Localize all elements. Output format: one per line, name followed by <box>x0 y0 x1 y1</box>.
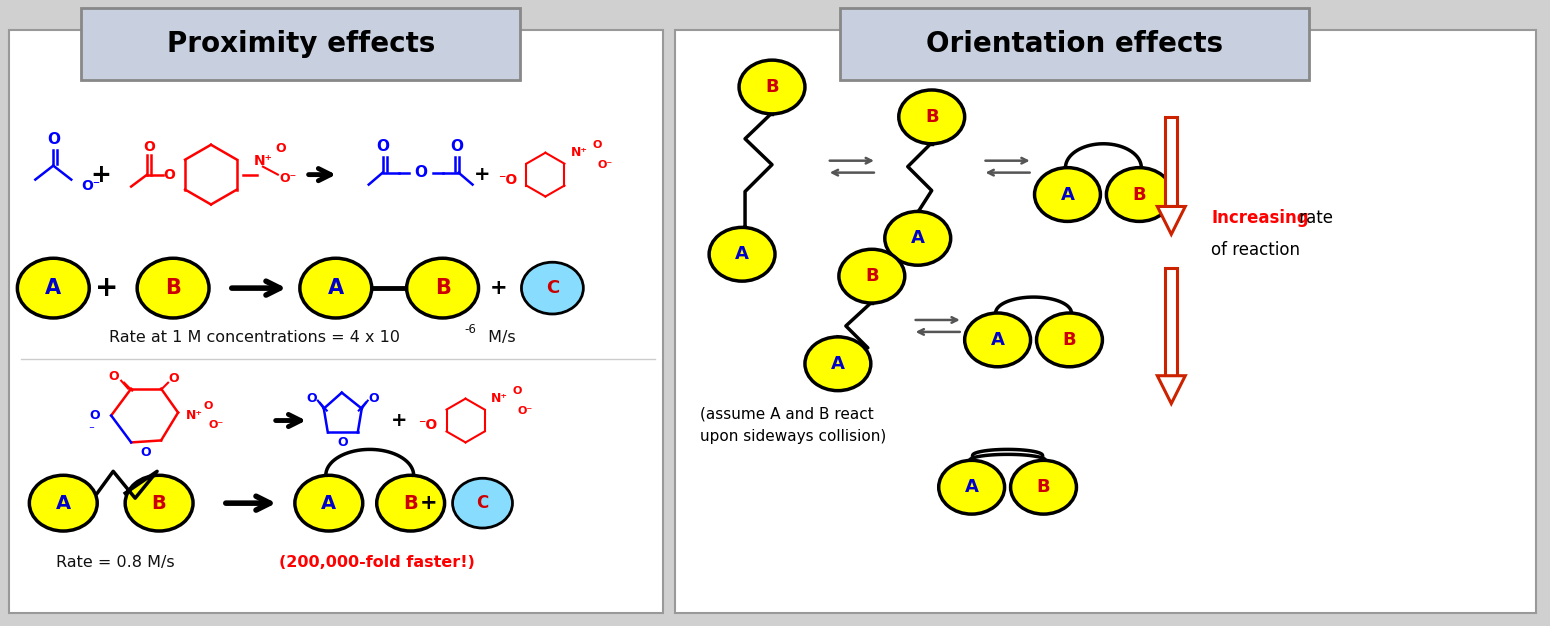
Ellipse shape <box>964 313 1031 367</box>
Text: O: O <box>276 142 287 155</box>
Ellipse shape <box>406 259 479 318</box>
Text: ⁻O: ⁻O <box>498 173 518 187</box>
Ellipse shape <box>1037 313 1102 367</box>
Text: B: B <box>1063 331 1076 349</box>
Ellipse shape <box>739 60 804 114</box>
Text: O⁻: O⁻ <box>81 178 101 193</box>
Ellipse shape <box>939 460 1004 514</box>
Bar <box>1166 117 1178 207</box>
Text: Rate = 0.8 M/s: Rate = 0.8 M/s <box>56 555 180 570</box>
Text: B: B <box>925 108 939 126</box>
Text: O: O <box>88 409 99 422</box>
Text: B: B <box>865 267 879 285</box>
Ellipse shape <box>885 212 950 265</box>
Ellipse shape <box>839 249 905 303</box>
Ellipse shape <box>1107 168 1172 222</box>
Text: Rate at 1 M concentrations = 4 x 10: Rate at 1 M concentrations = 4 x 10 <box>109 331 400 346</box>
Text: +: + <box>490 278 507 298</box>
Text: +: + <box>91 163 112 187</box>
Polygon shape <box>1158 376 1186 404</box>
Ellipse shape <box>126 475 194 531</box>
Text: O: O <box>449 139 463 154</box>
Text: M/s: M/s <box>482 331 515 346</box>
Text: N⁺: N⁺ <box>491 392 508 405</box>
Ellipse shape <box>17 259 90 318</box>
Text: ⁻O: ⁻O <box>418 419 437 433</box>
Text: C: C <box>476 494 488 512</box>
Text: O: O <box>513 386 522 396</box>
Text: Orientation effects: Orientation effects <box>925 30 1223 58</box>
Text: Proximity effects: Proximity effects <box>167 30 436 58</box>
FancyBboxPatch shape <box>840 8 1310 80</box>
Text: O: O <box>592 140 601 150</box>
FancyBboxPatch shape <box>81 8 521 80</box>
FancyBboxPatch shape <box>676 30 1536 613</box>
Ellipse shape <box>1034 168 1100 222</box>
Ellipse shape <box>899 90 964 144</box>
Text: rate: rate <box>1294 210 1333 227</box>
Ellipse shape <box>708 227 775 281</box>
Text: +: + <box>391 411 408 430</box>
Text: O: O <box>141 446 152 459</box>
Text: +: + <box>95 274 118 302</box>
Text: A: A <box>990 331 1004 349</box>
Text: O: O <box>203 401 212 411</box>
Text: O⁻: O⁻ <box>518 406 533 416</box>
Text: A: A <box>45 278 62 298</box>
Text: O⁻: O⁻ <box>279 172 296 185</box>
Text: O: O <box>143 140 155 154</box>
Ellipse shape <box>1011 460 1076 514</box>
Text: O: O <box>169 372 180 385</box>
Text: A: A <box>321 494 336 513</box>
Text: A: A <box>831 355 845 372</box>
Text: A: A <box>327 278 344 298</box>
Text: O⁻: O⁻ <box>597 160 612 170</box>
Ellipse shape <box>377 475 445 531</box>
Text: A: A <box>911 229 925 247</box>
Text: B: B <box>152 494 166 513</box>
Text: C: C <box>546 279 560 297</box>
Text: ⁻: ⁻ <box>88 426 95 436</box>
Bar <box>1166 268 1178 376</box>
Text: B: B <box>1037 478 1051 496</box>
Text: O: O <box>338 436 349 449</box>
Text: A: A <box>735 245 749 264</box>
Ellipse shape <box>521 262 583 314</box>
Text: Increasing: Increasing <box>1211 210 1308 227</box>
FancyBboxPatch shape <box>9 30 663 613</box>
Text: +: + <box>420 493 437 513</box>
Ellipse shape <box>29 475 98 531</box>
Text: O: O <box>109 370 119 383</box>
Ellipse shape <box>136 259 209 318</box>
Text: O: O <box>307 392 318 405</box>
Ellipse shape <box>804 337 871 391</box>
Text: B: B <box>766 78 778 96</box>
Text: B: B <box>434 278 451 298</box>
Text: of reaction: of reaction <box>1211 241 1300 259</box>
Ellipse shape <box>453 478 513 528</box>
Text: A: A <box>56 494 71 513</box>
Text: (200,000-fold faster!): (200,000-fold faster!) <box>279 555 474 570</box>
Text: +: + <box>474 165 491 184</box>
Text: (assume A and B react
upon sideways collision): (assume A and B react upon sideways coll… <box>701 407 887 444</box>
Text: B: B <box>1133 185 1145 203</box>
Text: O: O <box>163 168 175 182</box>
Text: A: A <box>1060 185 1074 203</box>
Text: O: O <box>46 132 60 147</box>
Text: A: A <box>964 478 978 496</box>
Polygon shape <box>1158 207 1186 234</box>
Ellipse shape <box>294 475 363 531</box>
Text: N⁺: N⁺ <box>186 409 203 422</box>
Text: N⁺: N⁺ <box>254 153 273 168</box>
Text: N⁺: N⁺ <box>570 146 587 159</box>
Text: O⁻: O⁻ <box>208 421 223 431</box>
Text: O: O <box>369 392 380 405</box>
Text: O: O <box>414 165 428 180</box>
Text: B: B <box>403 494 418 513</box>
Text: -6: -6 <box>465 324 476 336</box>
Ellipse shape <box>299 259 372 318</box>
Text: B: B <box>166 278 181 298</box>
Text: O: O <box>377 139 389 154</box>
